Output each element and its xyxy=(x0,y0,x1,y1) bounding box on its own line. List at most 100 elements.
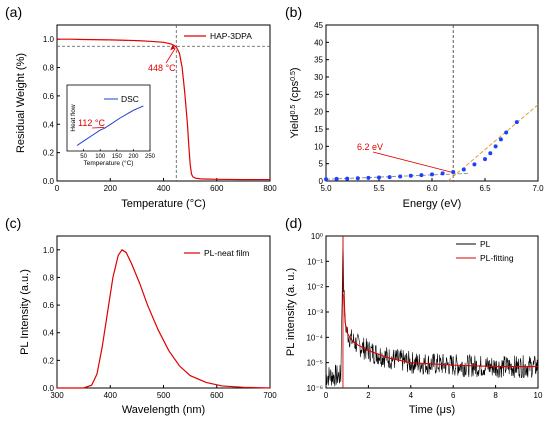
c-x-tick-label: 600 xyxy=(210,391,224,400)
b-data-point xyxy=(440,171,445,176)
panel-label-a: (a) xyxy=(5,4,22,20)
a-inset-annotation-arrow xyxy=(91,127,105,129)
d-y-tick-label: 10⁻² xyxy=(307,283,323,292)
d-legend-label-pl: PL xyxy=(480,239,491,249)
panel-b: (b) 5.0 5.5 6.0 6.5 7.0 0 5 10 15 20 25 30 35 40 45 6.2 … xyxy=(285,4,544,210)
b-y-tick-label: 20 xyxy=(314,108,323,117)
a-inset-legend-label: DSC xyxy=(121,94,139,104)
a-inset-x-tick-label: 150 xyxy=(112,154,123,160)
c-y-tick-label: 1.0 xyxy=(43,246,55,255)
panel-label-c: (c) xyxy=(5,215,21,231)
a-y-tick-label: 0.2 xyxy=(43,149,55,158)
b-x-axis-label: Energy (eV) xyxy=(403,198,462,210)
panel-label-b: (b) xyxy=(285,4,302,20)
d-y-tick-label: 10⁻³ xyxy=(307,308,323,317)
d-x-tick-label: 8 xyxy=(493,391,498,400)
a-inset-x-tick-label: 250 xyxy=(145,154,156,160)
panel-a: (a) 0 200 400 600 800 0.0 0.2 0.4 0.6 0.8 1.0 HAP-3D… xyxy=(5,4,277,210)
b-y-tick-label: 5 xyxy=(319,160,324,169)
a-y-tick-label: 0.0 xyxy=(43,177,55,186)
b-data-point xyxy=(461,167,466,172)
b-fit-line xyxy=(447,104,539,182)
d-legend-label-fit: PL-fitting xyxy=(480,253,514,263)
b-data-point xyxy=(355,176,360,181)
b-y-tick-label: 0 xyxy=(319,177,324,186)
c-x-tick-label: 400 xyxy=(104,391,118,400)
b-y-tick-label: 30 xyxy=(314,73,323,82)
a-annotation-arrow xyxy=(165,48,176,64)
a-inset-frame xyxy=(66,84,151,152)
c-y-tick-label: 0.6 xyxy=(43,301,55,310)
b-y-tick-label: 25 xyxy=(314,90,323,99)
c-legend-label: PL-neat film xyxy=(204,248,249,258)
b-data-point xyxy=(345,176,350,181)
b-y-axis-label: Yield0.5 (cps0.5) xyxy=(289,67,301,138)
a-inset-x-tick-label: 200 xyxy=(128,154,139,160)
b-data-point xyxy=(377,175,381,180)
a-y-tick-label: 1.0 xyxy=(43,35,55,44)
panel-c: (c) 300 400 500 600 700 0.0 0.2 0.4 0.6 0.8 1.0 PL-n… xyxy=(5,215,277,416)
a-x-tick-label: 600 xyxy=(210,184,224,193)
panel-label-d: (d) xyxy=(285,215,302,231)
d-series-line-pl xyxy=(325,235,539,387)
panel-d: (d) 0 2 4 6 8 10 10⁻⁶ 10⁻⁵ 10⁻⁴ 10⁻³ 10⁻² 10⁻¹ 10⁰ PL P… xyxy=(285,215,543,416)
a-inset-annotation-label: 112 °C xyxy=(78,118,105,128)
a-series-line xyxy=(57,38,270,181)
d-y-tick-label: 10⁻⁶ xyxy=(307,384,323,393)
a-y-tick-label: 0.8 xyxy=(43,64,55,73)
b-x-tick-label: 6.5 xyxy=(479,184,491,193)
a-x-tick-label: 0 xyxy=(55,184,60,193)
d-series-line-fit xyxy=(343,294,538,368)
b-data-point xyxy=(472,162,477,167)
b-data-point xyxy=(398,174,403,179)
c-plot-frame xyxy=(56,235,271,389)
b-data-point xyxy=(430,172,434,177)
b-y-tick-label: 45 xyxy=(314,21,323,30)
a-inset-x-tick-label: 100 xyxy=(95,154,106,160)
c-y-tick-label: 0.0 xyxy=(43,384,55,393)
d-x-axis-label: Time (μs) xyxy=(409,404,455,416)
b-plot-frame xyxy=(325,24,539,182)
a-x-tick-label: 200 xyxy=(104,184,118,193)
b-data-point xyxy=(504,130,509,135)
b-annotation-label: 6.2 eV xyxy=(357,142,383,152)
a-legend-label: HAP-3DPA xyxy=(210,31,252,41)
b-data-point xyxy=(408,173,413,178)
b-data-point xyxy=(324,177,328,182)
b-data-point xyxy=(488,151,493,156)
a-x-tick-label: 800 xyxy=(263,184,277,193)
c-x-axis-label: Wavelength (nm) xyxy=(122,404,205,416)
a-x-tick-label: 400 xyxy=(157,184,171,193)
a-annotation-arrowhead xyxy=(170,45,176,51)
c-y-tick-label: 0.2 xyxy=(43,356,55,365)
b-x-tick-label: 7.0 xyxy=(532,184,544,193)
b-y-tick-label: 35 xyxy=(314,56,323,65)
b-x-tick-label: 6.0 xyxy=(426,184,438,193)
a-y-axis-label: Residual Weight (%) xyxy=(15,53,27,153)
d-x-tick-label: 10 xyxy=(534,391,543,400)
a-inset-x-axis-label: Temperature (°C) xyxy=(84,159,134,167)
a-inset-y-axis-label: Heat flow xyxy=(70,104,77,131)
d-x-tick-label: 0 xyxy=(324,391,329,400)
b-x-tick-label: 5.0 xyxy=(320,184,332,193)
a-inset-series-line xyxy=(76,105,144,146)
b-data-point xyxy=(451,169,456,174)
a-y-tick-label: 0.4 xyxy=(43,120,55,129)
d-x-tick-label: 4 xyxy=(409,391,414,400)
a-y-tick-label: 0.6 xyxy=(43,92,55,101)
b-data-point xyxy=(514,120,519,125)
d-y-axis-label: PL intensity (a. u.) xyxy=(285,268,297,356)
b-data-point xyxy=(419,173,424,178)
b-data-point xyxy=(483,157,487,162)
c-x-tick-label: 300 xyxy=(50,391,64,400)
c-series-line xyxy=(57,248,271,389)
b-data-point xyxy=(334,176,339,181)
b-y-tick-label: 15 xyxy=(314,125,323,134)
d-y-tick-label: 10⁰ xyxy=(311,232,323,241)
c-x-tick-label: 500 xyxy=(157,391,171,400)
c-y-axis-label: PL Intensity (a.u.) xyxy=(19,269,31,355)
a-x-axis-label: Temperature (°C) xyxy=(121,198,205,210)
b-data-point xyxy=(366,175,371,180)
b-x-tick-label: 5.5 xyxy=(373,184,385,193)
